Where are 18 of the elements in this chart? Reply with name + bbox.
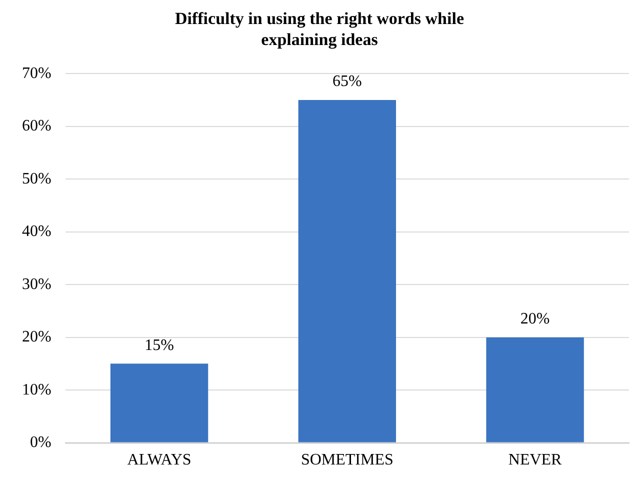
y-tick-label: 50%	[22, 170, 52, 188]
bar	[298, 100, 396, 442]
y-tick-label: 70%	[22, 64, 52, 82]
x-tick-label: ALWAYS	[127, 452, 192, 469]
data-label: 15%	[144, 336, 174, 354]
bar	[110, 364, 208, 442]
data-label: 65%	[332, 73, 362, 90]
y-tick-label: 20%	[22, 328, 52, 346]
bar	[486, 337, 584, 442]
y-tick-label: 0%	[30, 434, 52, 452]
y-tick-label: 60%	[22, 118, 52, 135]
chart-title: Difficulty in using the right words while explaining ideas	[174, 8, 466, 50]
y-tick-label: 30%	[22, 276, 52, 293]
x-tick-label: NEVER	[508, 452, 562, 469]
x-tick-label: SOMETIMES	[300, 452, 394, 469]
y-tick-label: 40%	[22, 223, 52, 240]
y-tick-label: 10%	[22, 381, 52, 398]
data-label: 20%	[520, 310, 550, 328]
